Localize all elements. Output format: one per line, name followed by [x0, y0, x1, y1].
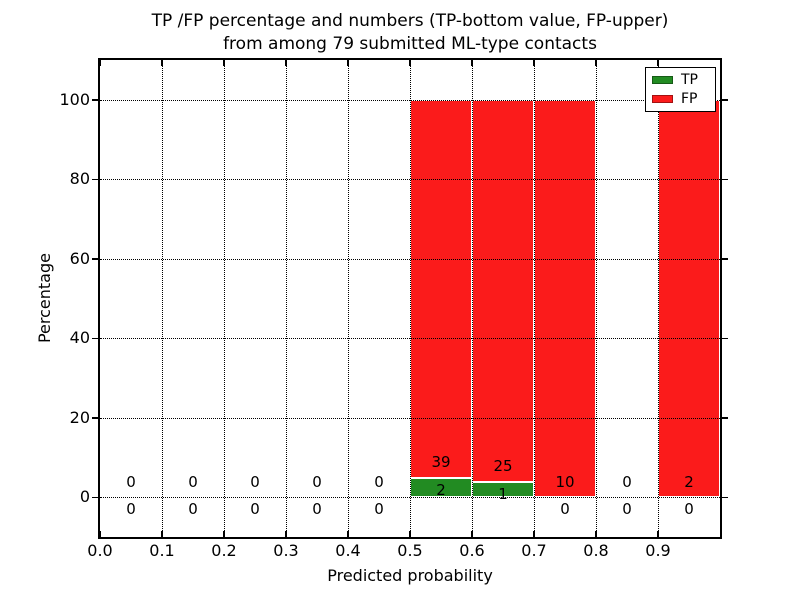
tp-count-label: 0 — [374, 500, 384, 519]
x-tick-label: 0.1 — [149, 541, 175, 560]
x-tick-bottom — [409, 531, 411, 537]
fp-count-label: 0 — [312, 472, 322, 491]
fp-bar-segment — [534, 99, 596, 498]
fp-count-label: 10 — [555, 472, 575, 491]
fp-count-label: 0 — [250, 472, 260, 491]
gridline-vertical — [162, 60, 163, 537]
x-tick-bottom — [99, 531, 101, 537]
x-tick-label: 0.6 — [459, 541, 485, 560]
x-tick-top — [409, 60, 411, 66]
fp-count-label: 0 — [622, 472, 632, 491]
x-tick-top — [285, 60, 287, 66]
x-tick-bottom — [595, 531, 597, 537]
tp-legend-label: TP — [681, 72, 698, 89]
x-tick-top — [347, 60, 349, 66]
x-tick-label: 0.4 — [335, 541, 361, 560]
tp-count-label: 1 — [498, 484, 508, 503]
gridline-vertical — [286, 60, 287, 537]
y-tick-right — [722, 417, 728, 419]
x-tick-bottom — [471, 531, 473, 537]
x-tick-top — [161, 60, 163, 66]
gridline-vertical — [658, 60, 659, 537]
gridline-horizontal — [100, 258, 720, 260]
tp-count-label: 0 — [622, 500, 632, 519]
y-tick-right — [722, 337, 728, 339]
fp-count-label: 0 — [188, 472, 198, 491]
plot-area: 0 0 0 0 0 0 0 0 0 0 39 2 25 1 10 0 0 0 2 0 — [92, 58, 728, 539]
x-tick-bottom — [657, 531, 659, 537]
tp-count-label: 0 — [188, 500, 198, 519]
y-tick-right — [722, 178, 728, 180]
x-axis-label: Predicted probability — [327, 566, 493, 585]
y-tick-label: 60 — [69, 248, 90, 268]
y-tick-right — [722, 99, 728, 101]
y-tick-label: 20 — [69, 407, 90, 427]
tp-count-label: 0 — [312, 500, 322, 519]
x-tick-bottom — [223, 531, 225, 537]
fp-count-label: 25 — [493, 457, 513, 476]
fp-bar-segment — [658, 99, 720, 498]
x-tick-label: 0.9 — [645, 541, 671, 560]
gridline-horizontal — [100, 99, 720, 101]
x-tick-top — [99, 60, 101, 66]
gridline-horizontal — [100, 417, 720, 419]
y-tick-left — [92, 258, 98, 260]
fp-legend-swatch — [652, 94, 673, 103]
y-tick-right — [722, 258, 728, 260]
x-tick-label: 0.5 — [397, 541, 423, 560]
x-tick-top — [657, 60, 659, 66]
gridline-horizontal — [100, 338, 720, 340]
fp-legend-label: FP — [681, 90, 698, 107]
gridline-vertical — [348, 60, 349, 537]
tp-count-label: 0 — [560, 500, 570, 519]
tp-count-label: 2 — [436, 480, 446, 499]
legend: TP FP — [645, 67, 716, 112]
fp-count-label: 0 — [374, 472, 384, 491]
y-tick-left — [92, 496, 98, 498]
fp-count-label: 2 — [684, 472, 694, 491]
chart-title: TP /FP percentage and numbers (TP-bottom… — [151, 11, 669, 54]
y-tick-left — [92, 99, 98, 101]
fp-bar-segment — [410, 99, 472, 478]
x-tick-label: 0.2 — [211, 541, 237, 560]
y-tick-right — [722, 496, 728, 498]
legend-row-tp: TP — [652, 72, 709, 88]
y-tick-left — [92, 337, 98, 339]
gridline-vertical — [596, 60, 597, 537]
fp-count-label: 0 — [126, 472, 136, 491]
y-tick-label: 40 — [69, 328, 90, 348]
x-tick-top — [471, 60, 473, 66]
gridline-vertical — [410, 60, 411, 537]
x-tick-bottom — [533, 531, 535, 537]
x-tick-label: 0.0 — [87, 541, 113, 560]
x-tick-top — [223, 60, 225, 66]
gridline-vertical — [224, 60, 225, 537]
tp-count-label: 0 — [684, 500, 694, 519]
x-tick-label: 0.3 — [273, 541, 299, 560]
tp-legend-swatch — [652, 76, 673, 85]
y-tick-label: 0 — [79, 487, 90, 507]
x-tick-label: 0.7 — [521, 541, 547, 560]
tp-count-label: 0 — [126, 500, 136, 519]
fp-bar-segment — [472, 99, 534, 482]
x-tick-bottom — [161, 531, 163, 537]
x-tick-label: 0.8 — [583, 541, 609, 560]
y-tick-label: 80 — [69, 169, 90, 189]
x-tick-bottom — [347, 531, 349, 537]
fp-count-label: 39 — [431, 453, 451, 472]
x-tick-top — [595, 60, 597, 66]
gridline-vertical — [534, 60, 535, 537]
y-tick-left — [92, 178, 98, 180]
tp-count-label: 0 — [250, 500, 260, 519]
legend-row-fp: FP — [652, 91, 709, 107]
y-axis-label: Percentage — [35, 253, 54, 344]
gridline-horizontal — [100, 179, 720, 181]
x-tick-top — [533, 60, 535, 66]
y-tick-left — [92, 417, 98, 419]
x-tick-bottom — [285, 531, 287, 537]
gridline-horizontal — [100, 497, 720, 499]
y-tick-label: 100 — [59, 89, 90, 109]
gridline-vertical — [472, 60, 473, 537]
